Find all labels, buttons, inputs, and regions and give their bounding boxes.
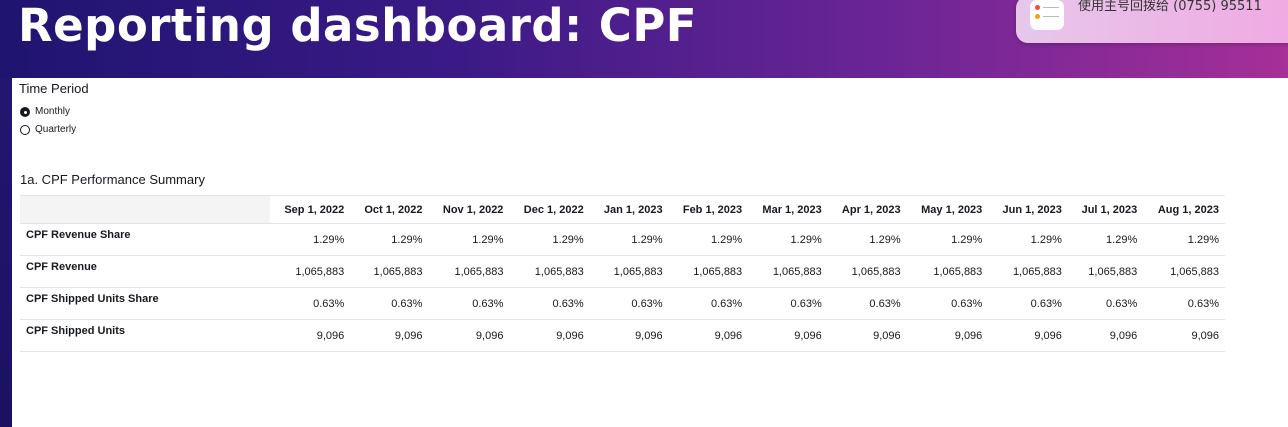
table-row: CPF Revenue Share 1.29% 1.29% 1.29% 1.29% 1.2… [20,223,1225,256]
table-cell: 1.29% [1143,223,1225,256]
table-cell: 9,096 [668,319,749,352]
column-header[interactable]: Feb 1, 2023 [668,195,749,224]
radio-monthly[interactable]: Monthly [20,106,70,117]
column-header[interactable]: Mar 1, 2023 [748,195,828,224]
table-cell: 1.29% [509,223,590,256]
table-cell: 1,065,883 [827,255,907,288]
table-cell: 1,065,883 [589,255,669,288]
section-title: 1a. CPF Performance Summary [20,172,205,187]
column-header[interactable]: Sep 1, 2022 [270,195,351,224]
row-label: CPF Shipped Units [20,319,270,352]
table-cell: 1,065,883 [350,255,429,288]
radio-quarterly-label: Quarterly [35,124,77,135]
dashboard-panel: Time Period Monthly Quarterly 1a. CPF Pe… [12,78,1288,427]
table-cell: 1,065,883 [988,255,1068,288]
table-cell: 1,065,883 [906,255,989,288]
table-cell: 1.29% [1067,223,1144,256]
table-cell: 0.63% [668,287,749,320]
table-cell: 0.63% [827,287,907,320]
notification-text: 使用主号回拨给 (0755) 95511 [1078,0,1262,14]
reminders-icon [1030,0,1064,30]
table-cell: 9,096 [748,319,828,352]
table-cell: 0.63% [350,287,429,320]
table-cell: 1,065,883 [270,255,351,288]
table-cell: 1,065,883 [1143,255,1225,288]
table-cell: 1,065,883 [509,255,590,288]
table-cell: 9,096 [509,319,590,352]
table-cell: 9,096 [589,319,669,352]
table-cell: 0.63% [1143,287,1225,320]
sidebar-strip [0,78,12,427]
table-cell: 0.63% [1067,287,1144,320]
table-row: CPF Shipped Units Share 0.63% 0.63% 0.63% 0.… [20,287,1225,320]
radio-quarterly[interactable]: Quarterly [20,124,76,135]
column-header[interactable]: Nov 1, 2022 [428,195,510,224]
table-cell: 0.63% [748,287,828,320]
row-label: CPF Shipped Units Share [20,287,270,320]
table-cell: 1.29% [906,223,989,256]
column-header[interactable]: Jul 1, 2023 [1067,195,1144,224]
table-header-row: Sep 1, 2022 Oct 1, 2022 Nov 1, 2022 Dec 1, … [20,195,1225,224]
table-cell: 0.63% [428,287,510,320]
table-cell: 1.29% [748,223,828,256]
column-header[interactable]: Jan 1, 2023 [589,195,669,224]
column-header[interactable]: Oct 1, 2022 [350,195,429,224]
table-cell: 0.63% [988,287,1068,320]
radio-monthly-label: Monthly [35,106,71,117]
table-cell: 1.29% [350,223,429,256]
table-cell: 9,096 [827,319,907,352]
table-corner-cell [20,195,270,224]
table-cell: 0.63% [906,287,989,320]
row-label: CPF Revenue [20,255,270,288]
table-cell: 1.29% [589,223,669,256]
table-cell: 9,096 [350,319,429,352]
table-cell: 0.63% [270,287,351,320]
table-cell: 9,096 [428,319,510,352]
table-cell: 9,096 [270,319,351,352]
table-cell: 9,096 [906,319,989,352]
table-cell: 1,065,883 [668,255,749,288]
notification-banner[interactable]: 使用主号回拨给 (0755) 95511 [1016,0,1288,43]
table-cell: 9,096 [1067,319,1144,352]
radio-unchecked-icon[interactable] [20,124,30,135]
column-header[interactable]: Aug 1, 2023 [1143,195,1225,224]
table-cell: 0.63% [589,287,669,320]
table-row: CPF Shipped Units 9,096 9,096 9,096 9,096 9,0… [20,319,1225,352]
column-header[interactable]: Apr 1, 2023 [827,195,907,224]
performance-summary-table: Sep 1, 2022 Oct 1, 2022 Nov 1, 2022 Dec 1, … [20,195,1225,352]
time-period-label: Time Period [19,81,89,96]
row-label: CPF Revenue Share [20,223,270,256]
table-cell: 9,096 [1143,319,1225,352]
table-cell: 1.29% [668,223,749,256]
table-cell: 1.29% [827,223,907,256]
table-cell: 1.29% [988,223,1068,256]
radio-checked-icon[interactable] [20,106,30,117]
column-header[interactable]: Dec 1, 2022 [509,195,590,224]
table-cell: 1.29% [270,223,351,256]
table-cell: 1.29% [428,223,510,256]
table-cell: 1,065,883 [428,255,510,288]
column-header[interactable]: May 1, 2023 [906,195,989,224]
table-row: CPF Revenue 1,065,883 1,065,883 1,065,883 1,… [20,255,1225,288]
table-cell: 1,065,883 [1067,255,1144,288]
table-cell: 1,065,883 [748,255,828,288]
table-cell: 0.63% [509,287,590,320]
page-title: Reporting dashboard: CPF [18,0,698,52]
table-cell: 9,096 [988,319,1068,352]
column-header[interactable]: Jun 1, 2023 [988,195,1068,224]
